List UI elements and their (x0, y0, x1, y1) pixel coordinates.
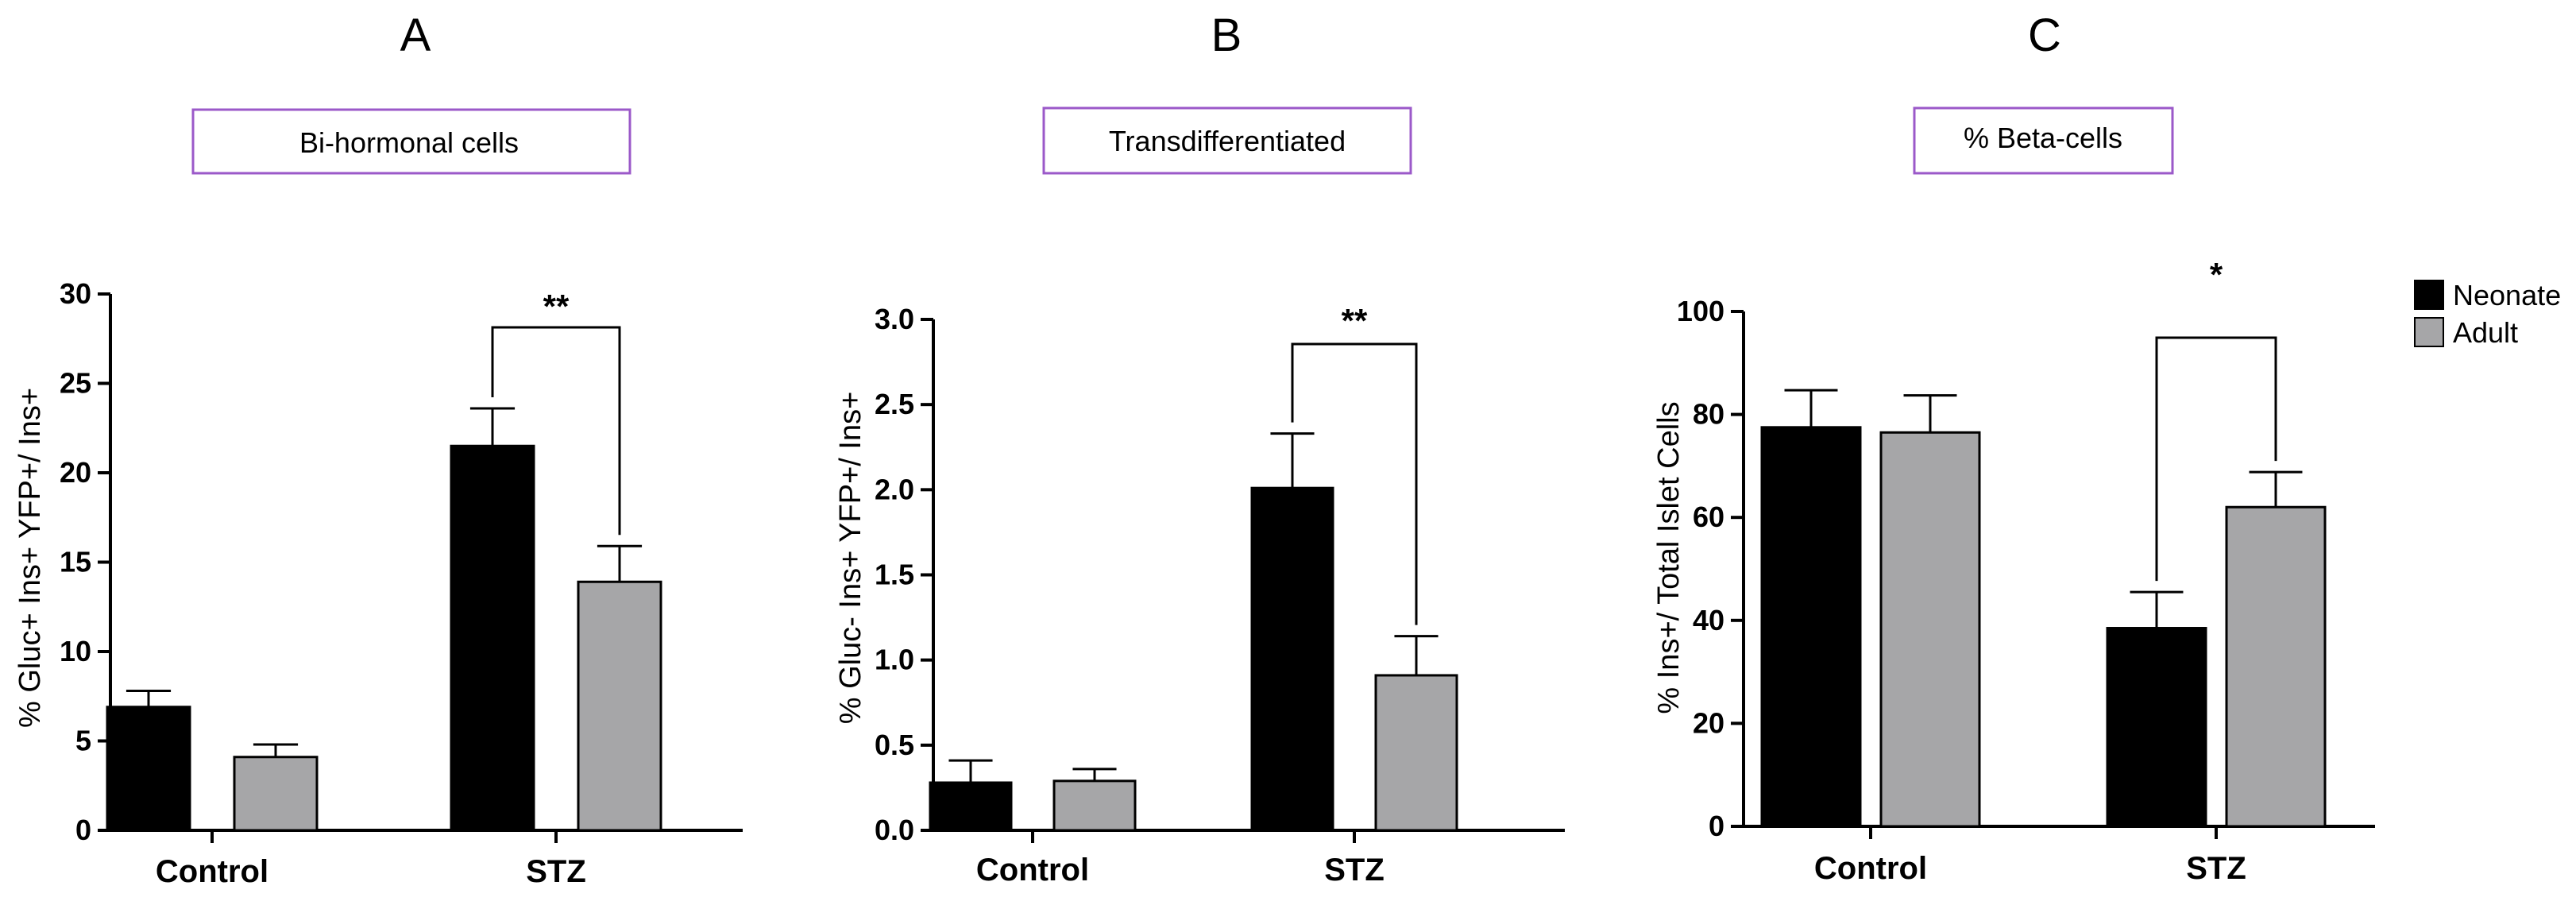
panel-c-bar-neonate (2106, 627, 2207, 828)
panel-b-ytick-label: 1.5 (875, 559, 914, 591)
panel-a-ytick-label: 20 (60, 456, 91, 489)
panel-a-plot: 0 5 10 15 20 25 30 Control STZ ** (60, 277, 743, 889)
panel-a-significance-bracket (491, 326, 621, 536)
panel-a-category-label: STZ (526, 854, 586, 889)
panel-a-ytick-label: 5 (75, 725, 91, 757)
panel-c-ytick-label: 0 (1709, 810, 1724, 842)
panel-b-significance-bracket (1291, 342, 1418, 625)
panel-b-ytick-label: 3.0 (875, 303, 914, 335)
panel-b-category-label: Control (976, 853, 1089, 888)
panel-c-category-label: Control (1814, 851, 1927, 886)
panel-a-ytick-label: 25 (60, 367, 91, 400)
panel-b-bar-neonate (1250, 486, 1334, 832)
panel-b-ytick-label: 0.0 (875, 814, 914, 846)
panel-c: C % Beta-cells % Ins+/ Total Islet Cells… (1652, 10, 2375, 886)
legend-swatch-adult (2414, 317, 2444, 347)
panel-a-bar-adult (577, 580, 662, 832)
panel-a-ytick-label: 30 (60, 277, 91, 310)
panel-b-ytick-label: 1.0 (875, 644, 914, 676)
panel-c-significance-label: * (2210, 256, 2223, 293)
panel-a-significance-label: ** (543, 288, 570, 325)
panel-c-significance-bracket (2155, 336, 2277, 582)
legend: Neonate Adult (2414, 279, 2561, 349)
legend-swatch-neonate (2414, 280, 2444, 310)
panel-c-ytick-label: 80 (1693, 398, 1724, 431)
panel-a-letter: A (400, 10, 431, 61)
panel-c-bar-adult (2225, 505, 2327, 828)
panel-b-ytick-label: 2.0 (875, 473, 914, 505)
panel-b-plot: 0.0 0.5 1.0 1.5 2.0 2.5 3.0 Control STZ ** (875, 302, 1565, 888)
panel-b-ytick-label: 0.5 (875, 729, 914, 761)
panel-a-title-box (191, 108, 631, 175)
panel-b: B Transdifferentiated % Gluc- Ins+ YFP+/… (834, 10, 1565, 888)
legend-label-neonate: Neonate (2453, 279, 2561, 311)
panel-c-category-label: STZ (2186, 851, 2246, 886)
panel-a-ytick-label: 10 (60, 635, 91, 667)
panel-c-ytick-label: 60 (1693, 501, 1724, 533)
panel-b-bar-neonate (929, 781, 1013, 832)
panel-a-ylabel: % Gluc+ Ins+ YFP+/ Ins+ (14, 388, 47, 728)
panel-b-letter: B (1211, 10, 1242, 61)
panel-a: A Bi-hormonal cells % Gluc+ Ins+ YFP+/ I… (14, 10, 743, 889)
panel-c-bar-neonate (1760, 426, 1862, 828)
panel-b-bar-adult (1374, 674, 1458, 832)
panel-c-title-box (1913, 106, 2174, 175)
panel-a-ytick-label: 0 (75, 814, 91, 846)
panel-b-ylabel: % Gluc- Ins+ YFP+/ Ins+ (834, 392, 867, 725)
panel-c-plot: 0 20 40 60 80 100 Control STZ * (1677, 256, 2375, 886)
panel-c-letter: C (2028, 10, 2061, 61)
panel-a-title: Bi-hormonal cells (299, 126, 519, 159)
panel-c-bar-adult (1879, 431, 1981, 828)
panel-a-bar-adult (233, 756, 319, 832)
legend-label-adult: Adult (2453, 316, 2518, 349)
panel-b-bar-adult (1052, 779, 1137, 832)
panel-c-title: % Beta-cells (1964, 122, 2122, 154)
panel-b-title: Transdifferentiated (1109, 125, 1346, 157)
panel-b-significance-label: ** (1342, 302, 1368, 339)
panel-a-category-label: Control (156, 854, 268, 889)
panel-a-bar-neonate (450, 444, 535, 832)
panel-a-bar-neonate (106, 706, 191, 832)
panel-b-ytick-label: 2.5 (875, 388, 914, 420)
panel-b-title-box (1042, 106, 1412, 175)
panel-b-category-label: STZ (1324, 853, 1385, 888)
panel-c-ylabel: % Ins+/ Total Islet Cells (1652, 401, 1686, 714)
panel-c-ytick-label: 40 (1693, 604, 1724, 636)
panel-c-ytick-label: 100 (1677, 295, 1724, 327)
panel-c-ytick-label: 20 (1693, 706, 1724, 739)
panel-a-ytick-label: 15 (60, 546, 91, 578)
